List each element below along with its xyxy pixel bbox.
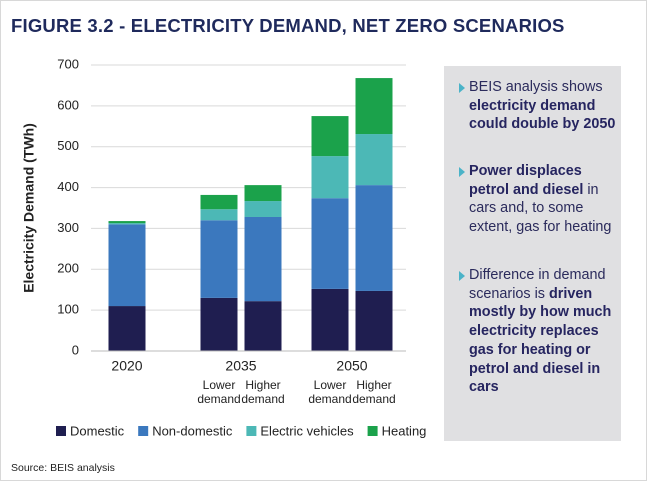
y-tick-label: 600 — [57, 97, 79, 112]
y-tick-label: 700 — [57, 56, 79, 71]
bar-segment — [200, 297, 238, 351]
bar-segment — [311, 288, 349, 351]
bar-segment — [244, 201, 282, 217]
sidebar-text: driven mostly by how much electricity re… — [469, 285, 612, 396]
sidebar-bullet: Difference in demand scenarios is driven… — [459, 266, 621, 397]
y-tick-label: 100 — [57, 302, 79, 317]
sidebar-text: in cars and, to some extent, gas for hea… — [469, 181, 612, 236]
bar-segment — [200, 209, 238, 221]
bullet-icon — [459, 83, 465, 93]
legend-swatch — [56, 426, 66, 436]
bar-segment — [355, 290, 393, 351]
bar-segment — [108, 223, 146, 225]
bar-segment — [355, 78, 393, 135]
sidebar: BEIS analysis shows electricity demand c… — [444, 66, 621, 441]
bar-segment — [355, 134, 393, 186]
bar-segment — [108, 306, 146, 351]
sidebar-bullet: BEIS analysis shows electricity demand c… — [459, 78, 621, 134]
bar-segment — [244, 301, 282, 351]
sidebar-text: Power displaces petrol and diesel — [469, 163, 584, 198]
x-group-label: 2050 — [336, 358, 367, 374]
bar-segment — [108, 221, 146, 224]
bar-segment — [311, 116, 349, 157]
legend-label: Domestic — [70, 423, 125, 438]
bullet-icon — [459, 167, 465, 177]
bar-segment — [355, 185, 393, 291]
bar-segment — [200, 194, 238, 210]
bar-segment — [244, 216, 282, 302]
x-tick-label: Higher demand — [352, 378, 396, 406]
sidebar-text: Difference in demand scenarios is — [469, 267, 606, 302]
title: FIGURE 3.2 - ELECTRICITY DEMAND, NET ZER… — [11, 15, 565, 36]
y-tick-label: 0 — [72, 342, 79, 357]
legend-label: Heating — [382, 423, 427, 438]
bullet-icon — [459, 271, 465, 281]
y-tick-label: 200 — [57, 261, 79, 276]
bar-segment — [200, 220, 238, 298]
x-group-label: 2020 — [111, 358, 142, 374]
source: Source: BEIS analysis — [11, 462, 115, 474]
legend-label: Non-domestic — [152, 423, 233, 438]
bar-segment — [311, 156, 349, 199]
x-tick-label: Higher demand — [241, 378, 285, 406]
x-group-label: 2035 — [225, 358, 256, 374]
bar-segment — [108, 224, 146, 307]
legend-label: Electric vehicles — [260, 423, 354, 438]
legend-swatch — [138, 426, 149, 436]
sidebar-text: BEIS analysis shows — [469, 79, 603, 95]
x-tick-label: Lower demand — [197, 378, 241, 406]
legend-swatch — [367, 426, 378, 436]
sidebar-bullet: Power displaces petrol and diesel in car… — [459, 162, 621, 237]
x-tick-label: Lower demand — [308, 378, 352, 406]
legend-swatch — [246, 426, 257, 436]
y-axis-label: Electricity Demand (TWh) — [21, 123, 37, 293]
y-tick-label: 300 — [57, 220, 79, 235]
bar-segment — [244, 185, 282, 202]
y-tick-label: 500 — [57, 138, 79, 153]
sidebar-text: electricity demand could double by 2050 — [469, 97, 616, 133]
y-tick-label: 400 — [57, 179, 79, 194]
chart: Electricity Demand (TWh) 0 100 200 300 400 50… — [21, 56, 427, 438]
bar-segment — [311, 198, 349, 289]
